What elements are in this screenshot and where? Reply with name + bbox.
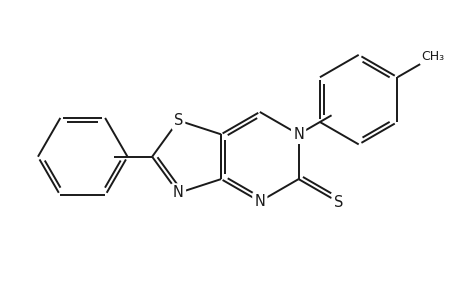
Text: CH₃: CH₃ bbox=[421, 50, 444, 63]
Text: N: N bbox=[292, 127, 303, 142]
Text: N: N bbox=[173, 185, 184, 200]
Text: S: S bbox=[174, 113, 183, 128]
Text: N: N bbox=[254, 194, 265, 209]
Text: S: S bbox=[333, 195, 342, 210]
